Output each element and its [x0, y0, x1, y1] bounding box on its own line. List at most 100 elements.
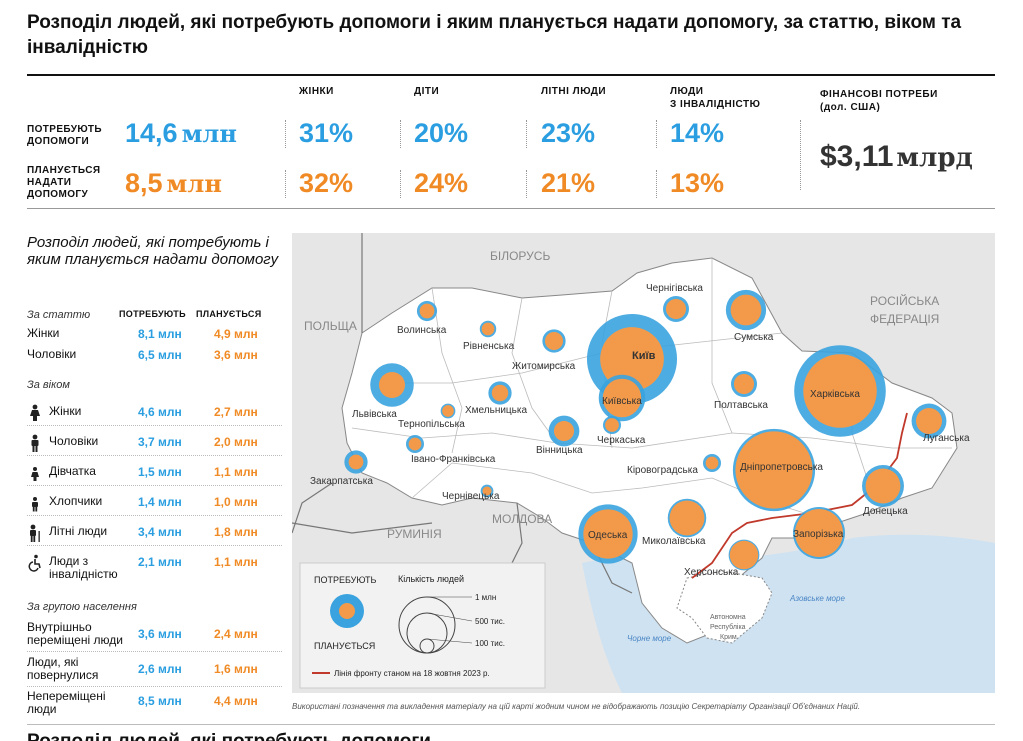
col-need-header: ПОТРЕБУЮТЬ — [119, 309, 186, 319]
row-label-line2: повернулися — [27, 668, 99, 682]
row-label-need-line1: ПОТРЕБУЮТЬ — [27, 124, 102, 135]
plan-bubble — [553, 420, 575, 442]
girl-icon — [31, 467, 39, 481]
region-label: Одеська — [588, 530, 628, 541]
row-label-line1: Внутрішньо — [27, 620, 92, 634]
row-label-line2: інвалідністю — [49, 567, 118, 581]
plan-total-number: 8,5 — [125, 168, 163, 198]
list-item: Жінки 4,6 млн 2,7 млн — [27, 405, 282, 431]
map-svg: Волинська Рівненська Житомирська Чернігівсь… — [292, 233, 995, 693]
page-title: Розподіл людей, які потребують допомоги … — [27, 12, 962, 58]
elderly-icon — [30, 524, 40, 542]
plan-bubble — [348, 454, 364, 470]
region-label: Сумська — [734, 332, 774, 343]
need-children: 20% — [414, 118, 469, 148]
row-label-plan-line2: НАДАТИ — [27, 177, 72, 188]
separator — [400, 120, 401, 148]
need-elderly: 23% — [541, 118, 596, 148]
plan-bubble — [482, 486, 492, 496]
row-label-plan: ПЛАНУЄТЬСЯ НАДАТИ ДОПОМОГУ — [27, 165, 100, 201]
row-divider — [27, 651, 282, 652]
region-label: Житомирська — [512, 361, 576, 372]
plan-bubble — [544, 331, 564, 351]
country-label-russia-line1: РОСІЙСЬКА — [870, 293, 939, 308]
row-label-need: ПОТРЕБУЮТЬ ДОПОМОГИ — [27, 124, 102, 148]
list-item: Люди, які повернулися 2,6 млн 1,6 млн — [27, 656, 282, 686]
row-label: Літні люди — [49, 524, 108, 538]
plan-value: 1,1 млн — [214, 555, 258, 569]
legend-size-title: Кількість людей — [398, 574, 464, 584]
legend-size-label-100k: 100 тис. — [475, 639, 505, 648]
need-value: 3,6 млн — [138, 627, 182, 641]
row-label-plan-line3: ДОПОМОГУ — [27, 189, 89, 200]
header-disability-line2: З ІНВАЛІДНІСТЮ — [670, 99, 761, 110]
row-label-line1: Непереміщені — [27, 689, 106, 703]
region-label: Донецька — [863, 506, 908, 517]
plan-bubble — [865, 468, 901, 504]
row-label-line1: Люди з — [49, 554, 89, 568]
plan-value: 1,1 млн — [214, 465, 258, 479]
plan-children: 24% — [414, 168, 469, 198]
section-rule — [27, 208, 995, 209]
country-label-moldova: МОЛДОВА — [492, 512, 552, 526]
plan-value: 2,4 млн — [214, 627, 258, 641]
header-elderly: ЛІТНІ ЛЮДИ — [541, 86, 607, 97]
region-label: Київ — [632, 350, 656, 362]
list-item: Чоловіки 3,7 млн 2,0 млн — [27, 435, 282, 461]
row-divider — [27, 455, 282, 456]
plan-bubble — [408, 437, 422, 451]
separator — [800, 120, 801, 190]
need-value: 8,5 млн — [138, 694, 182, 708]
plan-disability: 13% — [670, 168, 725, 198]
plan-bubble — [379, 372, 405, 398]
separator — [400, 170, 401, 198]
row-label-line1: Люди, які — [27, 655, 79, 669]
need-value: 3,7 млн — [138, 435, 182, 449]
financial-number: $3,11 — [820, 140, 894, 173]
plan-bubble — [665, 298, 687, 320]
region-label: Запорізька — [793, 529, 844, 540]
row-label: Жінки — [27, 326, 60, 340]
list-item: Літні люди 3,4 млн 1,8 млн — [27, 525, 282, 551]
region-label: Волинська — [397, 325, 447, 336]
plan-bubble — [729, 540, 759, 570]
row-label-line2: переміщені люди — [27, 633, 123, 647]
next-section-title: Розподіл людей, які потребують допомоги — [27, 731, 431, 741]
row-label: Люди з інвалідністю — [49, 555, 118, 581]
need-value: 1,4 млн — [138, 495, 182, 509]
row-divider — [27, 515, 282, 516]
plan-bubble — [735, 431, 813, 509]
need-value: 2,6 млн — [138, 662, 182, 676]
region-label: Харківська — [810, 389, 860, 400]
woman-icon — [30, 404, 40, 421]
need-disability: 14% — [670, 118, 725, 148]
separator — [285, 120, 286, 148]
plan-total: 8,5 млн — [125, 168, 222, 199]
row-label: Непереміщені люди — [27, 690, 105, 716]
region-label: Хмельницька — [465, 405, 527, 416]
row-divider — [27, 425, 282, 426]
plan-bubble — [481, 322, 495, 336]
map-footnote: Використані позначення та викладення мат… — [292, 702, 861, 711]
region-label: Івано-Франківська — [411, 454, 496, 465]
wheelchair-icon — [28, 554, 41, 572]
plan-value: 4,9 млн — [214, 327, 258, 341]
region-label: Тернопільська — [398, 419, 465, 430]
list-item: Внутрішньо переміщені люди 3,6 млн 2,4 мл… — [27, 621, 282, 651]
need-total-number: 14,6 — [125, 118, 178, 148]
region-label: Чернівецька — [442, 491, 500, 502]
row-label: Дівчатка — [49, 464, 96, 478]
plan-bubble — [916, 408, 942, 434]
country-label-belarus: БІЛОРУСЬ — [490, 249, 550, 263]
plan-bubble — [419, 303, 435, 319]
header-disability: ЛЮДИ З ІНВАЛІДНІСТЮ — [670, 85, 760, 111]
section-by-age: За віком — [27, 379, 70, 391]
region-label: Миколаївська — [642, 536, 706, 547]
legend-leader — [426, 612, 473, 622]
list-item: Хлопчики 1,4 млн 1,0 млн — [27, 495, 282, 521]
row-divider — [27, 686, 282, 687]
sea-label-azov: Азовське море — [789, 594, 845, 603]
header-financial-line2: (дол. США) — [820, 102, 881, 113]
need-value: 8,1 млн — [138, 327, 182, 341]
frontline — [691, 412, 908, 579]
